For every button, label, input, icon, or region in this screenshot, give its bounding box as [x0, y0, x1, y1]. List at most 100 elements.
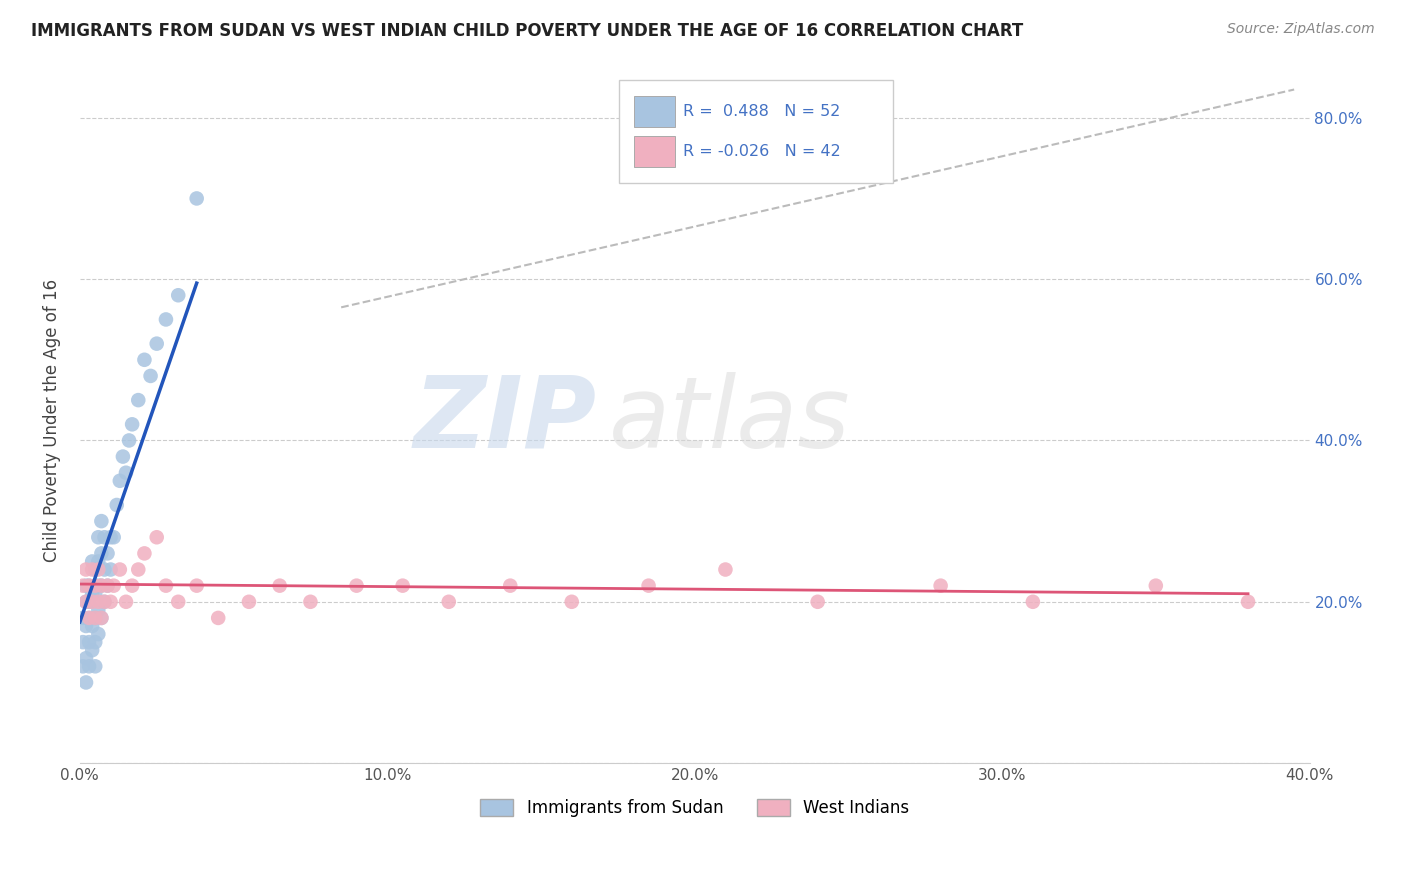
Point	[96, 546, 118, 560]
Point	[111, 450, 134, 464]
Point	[82, 643, 104, 657]
Point	[90, 514, 112, 528]
Point	[155, 312, 177, 326]
Point	[93, 562, 115, 576]
Text: R =  0.488   N = 52: R = 0.488 N = 52	[683, 104, 841, 119]
Point	[121, 417, 143, 432]
Point	[134, 546, 156, 560]
Point	[96, 579, 118, 593]
Point	[103, 579, 125, 593]
Point	[87, 627, 110, 641]
Point	[299, 595, 322, 609]
Point	[77, 611, 100, 625]
Point	[90, 611, 112, 625]
Point	[87, 562, 110, 576]
Point	[93, 595, 115, 609]
Point	[1022, 595, 1045, 609]
Point	[84, 562, 107, 576]
Point	[84, 587, 107, 601]
Point	[167, 288, 190, 302]
Point	[75, 579, 97, 593]
Point	[72, 611, 94, 625]
Point	[72, 635, 94, 649]
Point	[77, 579, 100, 593]
Text: IMMIGRANTS FROM SUDAN VS WEST INDIAN CHILD POVERTY UNDER THE AGE OF 16 CORRELATI: IMMIGRANTS FROM SUDAN VS WEST INDIAN CHI…	[31, 22, 1024, 40]
Point	[75, 651, 97, 665]
Point	[82, 619, 104, 633]
Point	[75, 595, 97, 609]
Point	[127, 562, 149, 576]
Point	[145, 530, 167, 544]
Point	[100, 530, 122, 544]
Point	[84, 611, 107, 625]
Text: Source: ZipAtlas.com: Source: ZipAtlas.com	[1227, 22, 1375, 37]
Point	[82, 562, 104, 576]
Point	[82, 595, 104, 609]
Point	[186, 191, 208, 205]
Point	[90, 611, 112, 625]
Point	[1237, 595, 1260, 609]
Point	[108, 474, 131, 488]
Point	[391, 579, 413, 593]
Point	[75, 562, 97, 576]
Point	[115, 595, 138, 609]
Point	[134, 352, 156, 367]
Point	[87, 595, 110, 609]
Point	[100, 562, 122, 576]
Point	[499, 579, 522, 593]
Point	[238, 595, 260, 609]
Point	[100, 595, 122, 609]
Point	[1144, 579, 1167, 593]
Point	[82, 587, 104, 601]
Point	[75, 675, 97, 690]
Point	[186, 579, 208, 593]
Point	[77, 595, 100, 609]
Point	[84, 635, 107, 649]
Point	[103, 530, 125, 544]
Point	[929, 579, 952, 593]
Point	[77, 611, 100, 625]
Text: atlas: atlas	[609, 372, 851, 469]
Point	[72, 579, 94, 593]
Point	[561, 595, 583, 609]
Point	[75, 619, 97, 633]
Point	[346, 579, 368, 593]
Point	[269, 579, 291, 593]
Point	[93, 530, 115, 544]
Legend: Immigrants from Sudan, West Indians: Immigrants from Sudan, West Indians	[474, 792, 917, 823]
Point	[82, 554, 104, 568]
Point	[127, 393, 149, 408]
Point	[207, 611, 229, 625]
Point	[437, 595, 460, 609]
Point	[155, 579, 177, 593]
Point	[108, 562, 131, 576]
Point	[84, 611, 107, 625]
Point	[115, 466, 138, 480]
Point	[77, 659, 100, 673]
Point	[87, 554, 110, 568]
Point	[84, 579, 107, 593]
Point	[87, 530, 110, 544]
Point	[96, 579, 118, 593]
Point	[77, 579, 100, 593]
Point	[139, 368, 162, 383]
Point	[118, 434, 141, 448]
Point	[90, 579, 112, 593]
Point	[145, 336, 167, 351]
Point	[167, 595, 190, 609]
Point	[77, 635, 100, 649]
Point	[93, 595, 115, 609]
Point	[121, 579, 143, 593]
Point	[714, 562, 737, 576]
Point	[90, 546, 112, 560]
Text: ZIP: ZIP	[413, 372, 596, 469]
Y-axis label: Child Poverty Under the Age of 16: Child Poverty Under the Age of 16	[44, 278, 60, 562]
Point	[87, 579, 110, 593]
Point	[84, 659, 107, 673]
Point	[105, 498, 128, 512]
Point	[72, 659, 94, 673]
Text: R = -0.026   N = 42: R = -0.026 N = 42	[683, 145, 841, 159]
Point	[75, 595, 97, 609]
Point	[90, 579, 112, 593]
Point	[807, 595, 830, 609]
